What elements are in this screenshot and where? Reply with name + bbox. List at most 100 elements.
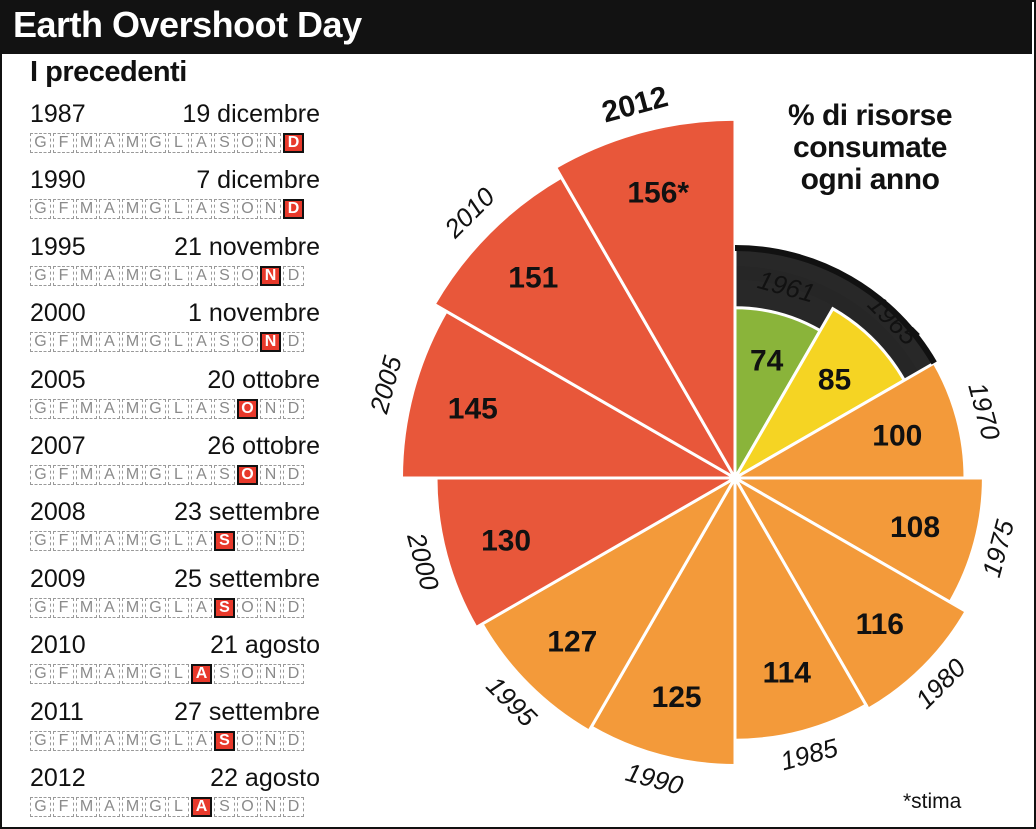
month-cell-highlight: O bbox=[237, 465, 258, 485]
month-cell: A bbox=[191, 398, 212, 419]
value-label-1985: 114 bbox=[763, 656, 812, 689]
date-row-2005: 2005 20 ottobre G F M A M G L A S O N D bbox=[30, 366, 320, 426]
date-row-2012: 2012 22 agosto G F M A M G L A S O N D bbox=[30, 764, 320, 824]
month-cell: A bbox=[99, 664, 120, 685]
month-cell: N bbox=[260, 531, 281, 552]
month-cell: N bbox=[260, 597, 281, 618]
reference-arc bbox=[734, 245, 937, 365]
month-cell: F bbox=[53, 797, 74, 817]
row-year: 2011 bbox=[30, 697, 84, 726]
month-cell: G bbox=[145, 797, 166, 817]
month-cell: M bbox=[122, 730, 143, 751]
row-date: 23 settembre bbox=[174, 498, 320, 527]
legend-title-line-1: % di risorse bbox=[787, 99, 953, 132]
month-cell: O bbox=[237, 664, 258, 685]
row-year: 2000 bbox=[30, 299, 86, 328]
year-label-2005: 2005 bbox=[363, 352, 407, 417]
month-cell: D bbox=[283, 531, 304, 552]
row-date: 25 settembre bbox=[174, 564, 320, 593]
year-label-1970: 1970 bbox=[962, 379, 1006, 443]
month-cell: M bbox=[76, 664, 97, 685]
row-year: 2005 bbox=[30, 365, 86, 394]
month-cell: L bbox=[168, 265, 189, 286]
month-cell: M bbox=[76, 465, 97, 485]
month-cell: A bbox=[99, 730, 120, 751]
page-title: Earth Overshoot Day bbox=[13, 4, 362, 45]
wedge-2005 bbox=[399, 309, 741, 480]
row-year: 1987 bbox=[30, 100, 86, 128]
month-cell: G bbox=[30, 398, 51, 419]
year-label-1975: 1975 bbox=[976, 516, 1020, 580]
month-cell: M bbox=[122, 332, 143, 353]
month-cell: A bbox=[191, 133, 212, 153]
month-cell-highlight: S bbox=[214, 531, 235, 552]
wedge-1970 bbox=[729, 360, 967, 480]
value-label-1990: 125 bbox=[652, 681, 702, 714]
month-cell: A bbox=[191, 597, 212, 618]
month-cell: O bbox=[237, 265, 258, 286]
month-cell: F bbox=[53, 531, 74, 552]
month-cell: G bbox=[145, 265, 166, 286]
row-year: 2008 bbox=[30, 498, 86, 527]
month-cell: G bbox=[145, 597, 166, 618]
value-label-2000: 130 bbox=[481, 524, 531, 557]
month-cell: M bbox=[122, 664, 143, 685]
month-cell-highlight: N bbox=[260, 332, 281, 353]
row-date: 19 dicembre bbox=[182, 100, 320, 128]
value-label-2010: 151 bbox=[508, 261, 558, 294]
month-cell: O bbox=[237, 133, 258, 153]
month-cell: G bbox=[145, 664, 166, 685]
month-cell: N bbox=[260, 398, 281, 419]
month-cell: L bbox=[168, 664, 189, 685]
month-cell: M bbox=[76, 398, 97, 419]
month-cell: S bbox=[214, 465, 235, 485]
row-date: 26 ottobre bbox=[207, 432, 320, 460]
month-cell: L bbox=[168, 332, 189, 353]
month-cell: M bbox=[122, 465, 143, 485]
month-cell: G bbox=[145, 332, 166, 353]
wedge-1961 bbox=[733, 306, 823, 484]
month-cell: M bbox=[76, 265, 97, 286]
wedge-2012 bbox=[553, 117, 737, 484]
value-label-1970: 100 bbox=[872, 420, 922, 453]
month-cell: A bbox=[99, 199, 120, 220]
month-cell: D bbox=[283, 730, 304, 751]
month-cell: A bbox=[191, 332, 212, 353]
month-cell: N bbox=[260, 465, 281, 485]
month-cell: F bbox=[53, 664, 74, 685]
month-cell: M bbox=[76, 730, 97, 751]
wedge-1965 bbox=[730, 306, 907, 483]
month-cell-highlight: D bbox=[283, 199, 304, 220]
row-year: 2012 bbox=[30, 764, 86, 792]
value-label-1961: 74 bbox=[750, 345, 784, 378]
date-row-2011: 2011 27 settembre G F M A M G L A S O N D bbox=[30, 698, 320, 758]
value-label-1995: 127 bbox=[547, 626, 597, 659]
month-cell: F bbox=[53, 265, 74, 286]
month-cell: M bbox=[122, 265, 143, 286]
date-row-2007: 2007 26 ottobre G F M A M G L A S O N D bbox=[30, 432, 320, 492]
year-label-1990: 1990 bbox=[623, 757, 687, 801]
month-cell: D bbox=[283, 265, 304, 286]
wedge-1975 bbox=[729, 476, 985, 605]
month-cell: F bbox=[53, 199, 74, 220]
date-row-2008: 2008 23 settembre G F M A M G L A S O N D bbox=[30, 498, 320, 558]
month-cell: S bbox=[214, 797, 235, 817]
row-date: 1 novembre bbox=[187, 299, 320, 328]
month-cell: O bbox=[237, 597, 258, 618]
row-date: 21 novembre bbox=[174, 232, 320, 261]
date-row-1995: 1995 21 novembre G F M A M G L A S O N D bbox=[30, 233, 320, 293]
wedge-1985 bbox=[733, 472, 869, 742]
date-row-1990: 1990 7 dicembre G F M A M G L A S O N D bbox=[30, 166, 320, 226]
month-cell-highlight: D bbox=[283, 133, 304, 153]
row-date: 7 dicembre bbox=[196, 166, 320, 195]
month-cell: D bbox=[283, 597, 304, 618]
row-date: 21 agosto bbox=[210, 631, 320, 660]
legend-title-line-2: consumate bbox=[793, 131, 947, 164]
month-cell: A bbox=[191, 199, 212, 220]
